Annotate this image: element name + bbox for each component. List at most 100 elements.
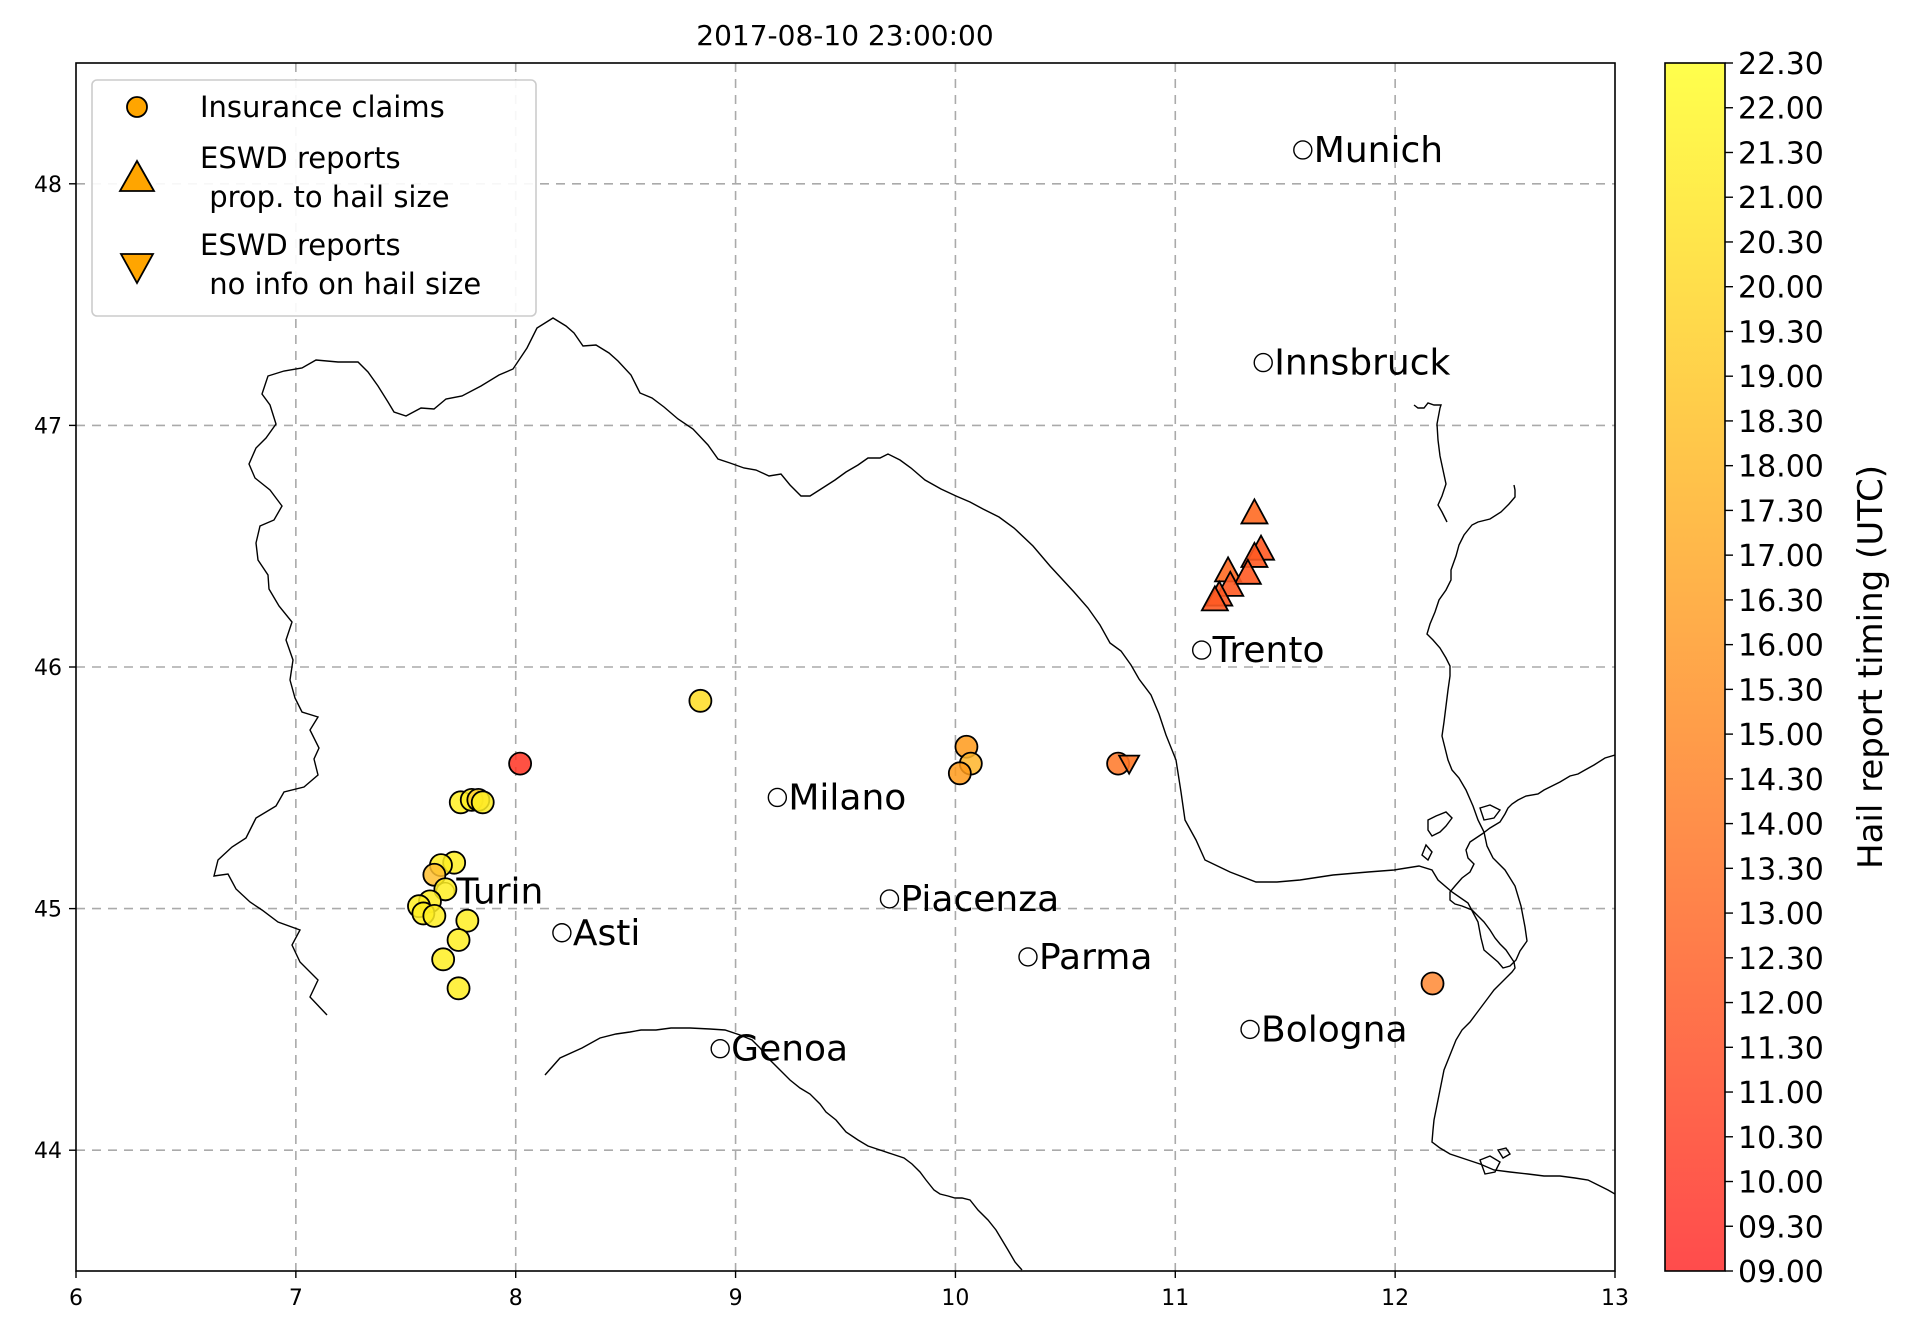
insurance-claim-point <box>431 947 456 972</box>
city-label: Munich <box>1314 130 1443 171</box>
city-markers: Munich Innsbruck Trento Milano Turin Asti Piac… <box>435 130 1450 1070</box>
lagoon-venice <box>1421 804 1502 862</box>
colorbar-tick-label: 19.00 <box>1738 360 1824 395</box>
city-trento: Trento <box>1191 630 1325 671</box>
axis-ticks: 6 7 8 9 10 11 12 13 44 45 46 47 48 <box>34 173 1629 1311</box>
insurance-claims-markers <box>407 688 1445 1001</box>
colorbar-tick-label: 11.30 <box>1738 1031 1824 1066</box>
insurance-claim-point <box>947 761 972 786</box>
colorbar-tick-label: 14.30 <box>1738 763 1824 798</box>
y-tick-label: 48 <box>34 173 62 198</box>
city-asti: Asti <box>552 913 641 954</box>
city-label: Innsbruck <box>1274 343 1450 384</box>
legend-triangle-down-marker <box>119 253 155 285</box>
legend-circle-marker <box>126 96 148 118</box>
colorbar-tick-label: 09.00 <box>1738 1255 1824 1290</box>
colorbar-tick-label: 12.30 <box>1738 942 1824 977</box>
city-dot <box>1293 140 1313 160</box>
colorbar-tick-label: 14.00 <box>1738 808 1824 843</box>
legend-box <box>91 79 537 317</box>
legend-item-eswd-no-info: ESWD reports no info on hail size <box>119 228 481 301</box>
colorbar-tick-label: 17.00 <box>1738 539 1824 574</box>
legend-label-eswd-prop-line1: ESWD reports <box>200 141 401 175</box>
insurance-claim-point <box>446 928 471 952</box>
eswd-report-point <box>1200 584 1230 612</box>
colorbar-tick-label: 17.30 <box>1738 494 1824 529</box>
city-dot <box>1191 640 1212 660</box>
coastline-and-borders <box>213 317 1615 1271</box>
city-bologna: Bologna <box>1240 1009 1408 1050</box>
legend-triangle-up-marker <box>118 159 156 192</box>
colorbar: 09.00 09.30 10.00 10.30 11.00 11.30 12.00 12.30… <box>1664 47 1891 1290</box>
insurance-claim-point <box>688 688 713 713</box>
city-dot <box>1253 352 1273 373</box>
legend-label-eswd-noinfo-line2: no info on hail size <box>200 267 481 301</box>
insurance-claim-point <box>1420 971 1445 996</box>
y-tick-label: 44 <box>34 1139 62 1164</box>
city-label: Trento <box>1212 630 1325 671</box>
colorbar-tick-label: 15.00 <box>1738 718 1824 753</box>
colorbar-tick-label: 10.30 <box>1738 1121 1824 1156</box>
city-label: Turin <box>455 872 543 913</box>
insurance-claim-point <box>470 790 495 815</box>
insurance-claim-point <box>455 908 480 933</box>
legend-label-eswd-prop-line2: prop. to hail size <box>200 180 450 214</box>
colorbar-tick-label: 18.00 <box>1738 450 1824 485</box>
gridlines <box>76 63 1615 1271</box>
colorbar-tick-label: 13.00 <box>1738 897 1824 932</box>
map-title: 2017-08-10 23:00:00 <box>696 19 993 52</box>
city-genoa: Genoa <box>710 1029 848 1070</box>
city-label: Bologna <box>1261 1009 1407 1050</box>
island-north-adriatic <box>1479 1147 1511 1175</box>
city-dot <box>767 787 788 808</box>
city-label: Parma <box>1039 937 1152 978</box>
colorbar-label: Hail report timing (UTC) <box>1851 465 1891 869</box>
colorbar-tick-label: 22.30 <box>1738 47 1824 82</box>
y-tick-label: 45 <box>34 898 62 923</box>
coastline-adriatic <box>1431 754 1615 1195</box>
city-dot <box>1018 947 1038 967</box>
colorbar-tick-label: 11.00 <box>1738 1076 1824 1111</box>
colorbar-tick-label: 12.00 <box>1738 987 1824 1022</box>
city-label: Genoa <box>731 1029 848 1070</box>
city-dot <box>1240 1019 1260 1040</box>
x-tick-label: 9 <box>729 1286 743 1311</box>
colorbar-tick-label: 10.00 <box>1738 1166 1824 1201</box>
city-label: Asti <box>573 913 641 954</box>
colorbar-tick-label: 21.00 <box>1738 181 1824 216</box>
city-munich: Munich <box>1293 130 1443 171</box>
colorbar-frame <box>1664 62 1726 1272</box>
x-tick-label: 6 <box>69 1286 83 1311</box>
city-label: Piacenza <box>900 879 1059 920</box>
map-legend: Insurance claims ESWD reports prop. to h… <box>91 79 537 317</box>
colorbar-tick-label: 21.30 <box>1738 136 1824 171</box>
x-tick-label: 8 <box>509 1286 523 1311</box>
insurance-claim-point <box>446 976 471 1001</box>
legend-item-insurance-claims: Insurance claims <box>126 90 445 124</box>
city-innsbruck: Innsbruck <box>1253 343 1450 384</box>
colorbar-tick-label: 19.30 <box>1738 315 1824 350</box>
insurance-claim-point <box>422 903 447 928</box>
x-tick-label: 11 <box>1161 1286 1189 1311</box>
colorbar-tick-label: 13.30 <box>1738 852 1824 887</box>
legend-item-eswd-prop: ESWD reports prop. to hail size <box>118 141 450 214</box>
colorbar-tick-label: 16.30 <box>1738 584 1824 619</box>
y-tick-label: 47 <box>34 414 62 439</box>
eswd-report-point <box>1233 557 1263 585</box>
colorbar-tick-label: 09.30 <box>1738 1210 1824 1245</box>
colorbar-tick-label: 16.00 <box>1738 629 1824 664</box>
city-parma: Parma <box>1018 937 1152 978</box>
coastline-ligurian <box>544 1027 1023 1271</box>
x-tick-label: 7 <box>289 1286 303 1311</box>
eswd-report-point <box>1239 497 1269 525</box>
y-tick-label: 46 <box>34 656 62 681</box>
city-dot <box>552 923 572 943</box>
colorbar-tick-label: 20.30 <box>1738 226 1824 261</box>
insurance-claim-point <box>508 751 533 776</box>
x-tick-label: 10 <box>941 1286 969 1311</box>
city-dot <box>879 889 900 909</box>
colorbar-tick-label: 20.00 <box>1738 271 1824 306</box>
region-border-outline <box>213 317 1528 1016</box>
eswd-no-info-markers <box>1117 754 1141 776</box>
